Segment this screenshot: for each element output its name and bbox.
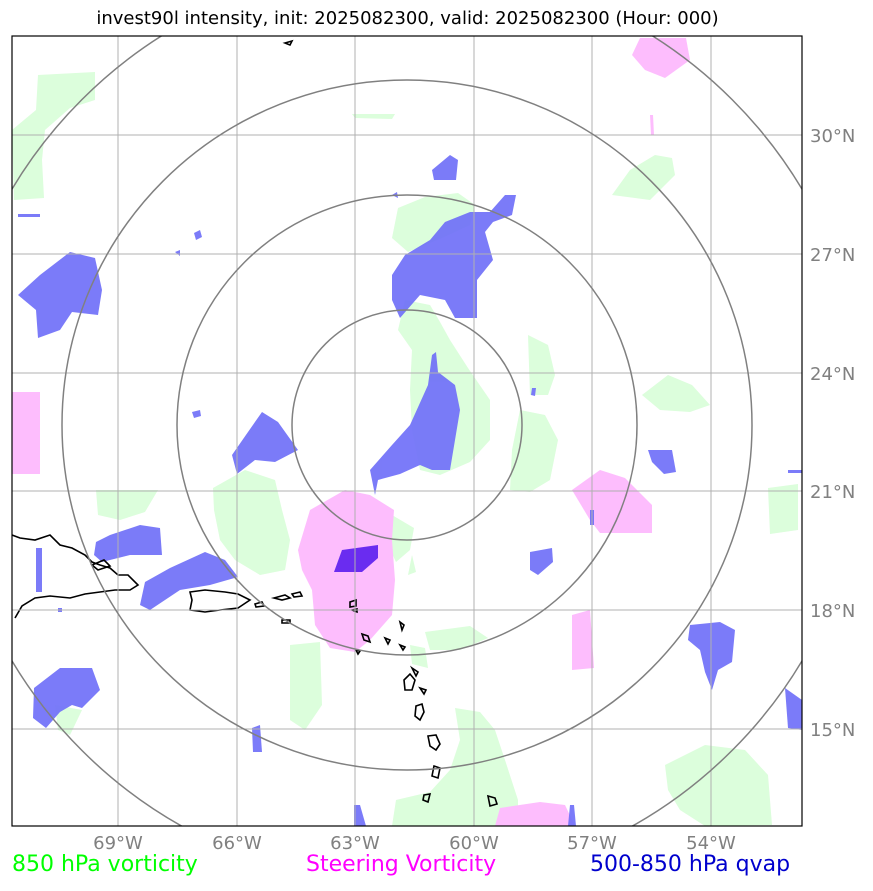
lat-label: 24°N	[810, 364, 855, 385]
map-frame	[11, 35, 803, 827]
lat-label: 18°N	[810, 601, 855, 622]
longitude-labels: 69°W 66°W 63°W 60°W 57°W 54°W	[93, 833, 736, 854]
qvap-500-850-fields	[18, 155, 802, 826]
lon-label: 54°W	[686, 833, 736, 854]
lon-label: 63°W	[330, 833, 380, 854]
lon-label: 57°W	[567, 833, 617, 854]
steering-vorticity-fields	[12, 38, 690, 826]
lat-label: 27°N	[810, 245, 855, 266]
lat-label: 21°N	[810, 482, 855, 503]
lon-label: 60°W	[449, 833, 499, 854]
legend-vorticity-850: 850 hPa vorticity	[12, 852, 198, 877]
latitude-labels: 30°N 27°N 24°N 21°N 18°N 15°N	[810, 126, 855, 741]
legend-steering-vorticity: Steering Vorticity	[306, 852, 497, 877]
lat-lon-gridlines	[12, 36, 802, 826]
lon-label: 66°W	[212, 833, 262, 854]
lat-label: 30°N	[810, 126, 855, 147]
lon-label: 69°W	[93, 833, 143, 854]
steering-core-field	[334, 545, 378, 572]
map-title: invest90l intensity, init: 2025082300, v…	[96, 8, 719, 29]
legend-qvap: 500-850 hPa qvap	[590, 852, 791, 877]
lat-label: 15°N	[810, 720, 855, 741]
